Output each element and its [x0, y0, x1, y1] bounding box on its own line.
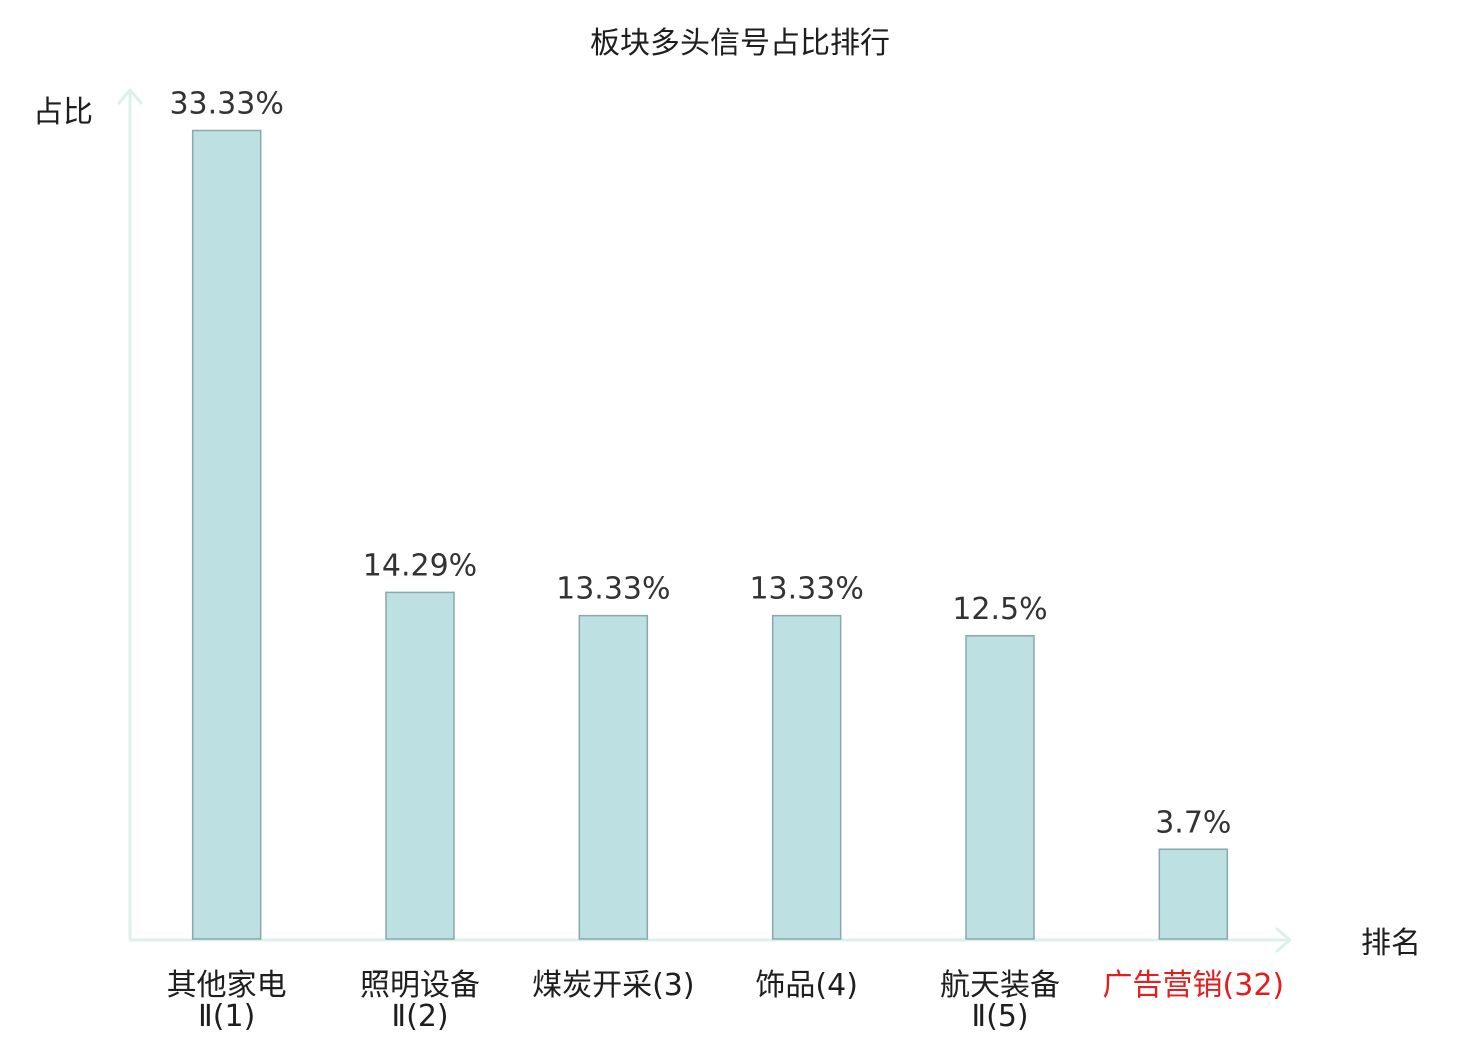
- value-label-5: 12.5%: [952, 592, 1047, 627]
- bar-2: [385, 591, 455, 940]
- category-label-5: 航天装备 Ⅱ(5): [940, 968, 1060, 1034]
- axes: [117, 88, 1292, 953]
- category-label-2: 照明设备 Ⅱ(2): [360, 968, 480, 1034]
- category-label-line: 饰品(4): [755, 968, 858, 1003]
- value-label-4: 13.33%: [749, 572, 863, 607]
- chart-title: 板块多头信号占比排行: [590, 26, 890, 61]
- category-label-line: 广告营销(32): [1103, 968, 1285, 1003]
- category-label-6: 广告营销(32): [1103, 968, 1285, 1003]
- bar-series: [191, 129, 1229, 940]
- value-label-3: 13.33%: [556, 572, 670, 607]
- bar-5: [965, 635, 1035, 940]
- category-label-line: Ⅱ(5): [971, 999, 1028, 1034]
- bar-3: [578, 614, 649, 940]
- value-label-2: 14.29%: [363, 548, 477, 583]
- x-axis-arrow: [1275, 927, 1292, 953]
- category-label-3: 煤炭开采(3): [532, 968, 695, 1003]
- category-label-1: 其他家电 Ⅱ(1): [167, 968, 287, 1034]
- value-label-6: 3.7%: [1155, 805, 1231, 840]
- bar-1: [191, 129, 262, 940]
- value-label-1: 33.33%: [169, 87, 283, 122]
- category-label-4: 饰品(4): [755, 968, 858, 1003]
- bar-6: [1158, 848, 1229, 940]
- category-label-line: 其他家电: [167, 968, 287, 1003]
- category-labels: 其他家电 Ⅱ(1) 照明设备 Ⅱ(2) 煤炭开采(3) 饰品(4) 航天装备 Ⅱ(5) 广告营销…: [167, 968, 1284, 1034]
- category-label-line: 煤炭开采(3): [532, 968, 695, 1003]
- y-axis-label: 占比: [33, 95, 93, 130]
- category-label-line: Ⅱ(1): [198, 999, 255, 1034]
- x-axis-label: 排名: [1361, 926, 1421, 961]
- category-label-line: Ⅱ(2): [391, 999, 448, 1034]
- value-labels: 33.33% 14.29% 13.33% 13.33% 12.5% 3.7%: [169, 87, 1231, 841]
- y-axis-arrow: [117, 88, 143, 105]
- category-label-line: 照明设备: [360, 968, 480, 1003]
- category-label-line: 航天装备: [940, 968, 1060, 1003]
- bar-4: [771, 614, 842, 940]
